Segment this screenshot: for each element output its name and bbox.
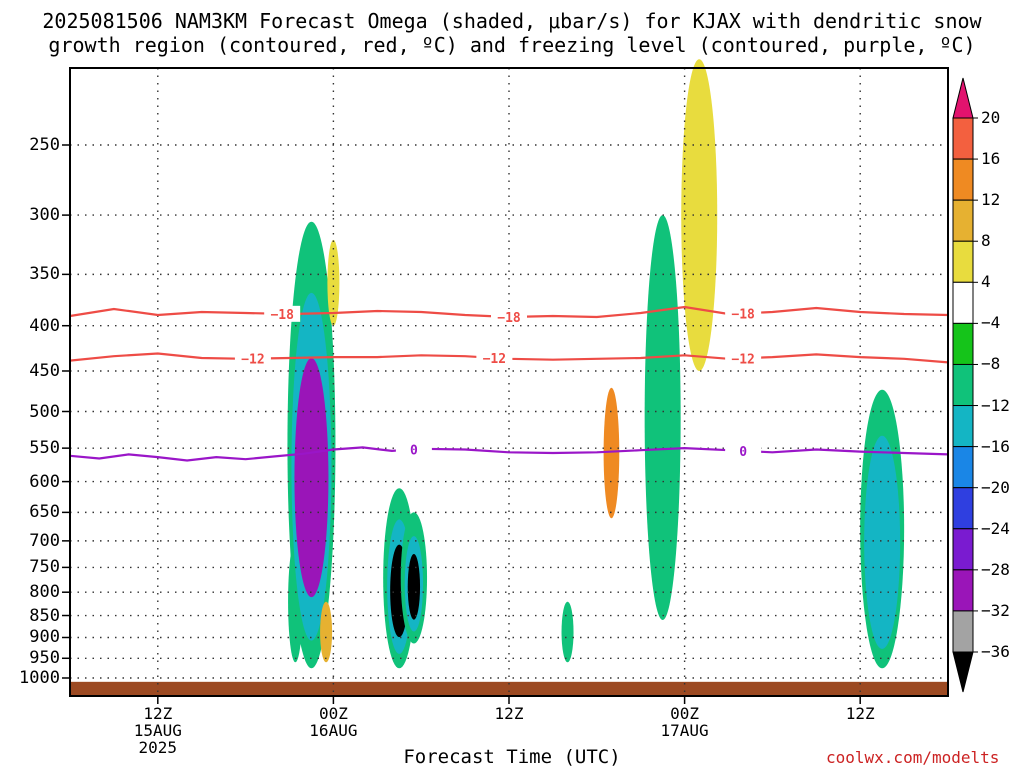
y-tick-label-800: 800 (29, 582, 60, 603)
omega-area-6 (561, 601, 574, 663)
chart-title-line1: 2025081506 NAM3KM Forecast Omega (shaded… (42, 9, 982, 33)
x-tick-label-36: 12Z (494, 704, 524, 723)
contour-label-bg-1-2 (725, 350, 762, 367)
omega-area-5 (407, 554, 421, 620)
x-axis-title: Forecast Time (UTC) (403, 746, 621, 768)
colorbar-label-13: −36 (981, 642, 1010, 661)
plot-area (70, 68, 948, 696)
colorbar-swatch-12 (952, 610, 974, 653)
colorbar-label-9: −20 (981, 477, 1010, 497)
colorbar-label-12: −32 (981, 600, 1010, 620)
x-tick-label-48: 00Z 17AUG (660, 704, 709, 740)
omega-area-9 (681, 59, 718, 371)
contour-label-0-0: −18 (270, 308, 294, 323)
contour-label-bg-1-0 (234, 350, 271, 367)
colorbar-swatch-11 (952, 569, 974, 612)
contour-label-1-0: −12 (241, 353, 264, 368)
y-tick-label-250: 250 (29, 135, 60, 155)
y-tick-label-450: 450 (29, 360, 60, 381)
colorbar-swatch-8 (952, 446, 974, 489)
colorbar-label-8: −16 (981, 436, 1010, 456)
contour-label-2-1: 0 (739, 445, 747, 460)
omega-area-8 (644, 215, 681, 621)
y-tick-label-500: 500 (29, 401, 60, 422)
colorbar-swatch-0 (952, 117, 974, 160)
colorbar-label-7: −12 (981, 395, 1010, 415)
colorbar-swatch-9 (952, 487, 974, 530)
ground-strip (70, 681, 948, 696)
contour-label-0-1: −18 (497, 311, 521, 326)
contour-label-1-1: −12 (483, 352, 506, 367)
colorbar-label-2: 12 (981, 190, 1001, 210)
colorbar-swatch-1 (952, 158, 974, 201)
colorbar-swatch-6 (952, 363, 974, 407)
colorbar-label-6: −8 (981, 354, 1001, 374)
y-tick-label-950: 950 (29, 648, 60, 669)
credit-link[interactable]: coolwx.com/modelts (826, 748, 1000, 767)
omega-area-7 (603, 387, 620, 519)
colorbar-label-0: 20 (981, 108, 1001, 127)
colorbar-label-10: −24 (981, 518, 1010, 538)
y-tick-label-700: 700 (29, 530, 60, 551)
colorbar-label-1: 16 (981, 149, 1001, 169)
omega-area-1 (294, 358, 329, 598)
y-tick-label-750: 750 (29, 557, 60, 578)
y-tick-label-550: 550 (29, 438, 60, 459)
y-tick-label-300: 300 (29, 205, 60, 226)
colorbar-label-3: 8 (981, 231, 991, 251)
chart-title-line2: growth region (contoured, red, ºC) and f… (48, 33, 976, 57)
y-tick-label-350: 350 (29, 264, 60, 285)
contour-label-bg-0-0 (264, 305, 301, 322)
colorbar-label-11: −28 (981, 559, 1010, 579)
colorbar-swatch-5 (952, 322, 974, 365)
omega-area-10 (867, 475, 898, 623)
omega-area-2 (320, 601, 333, 663)
y-tick-label-1000: 1000 (19, 668, 60, 688)
contour-label-bg-1-1 (476, 349, 513, 366)
contour-label-0-2: −18 (731, 307, 755, 322)
x-tick-label-12: 12Z 15AUG 2025 (133, 704, 182, 757)
colorbar-swatch-7 (952, 405, 974, 448)
colorbar-label-5: −4 (981, 313, 1001, 333)
y-tick-label-650: 650 (29, 502, 60, 523)
contour-label-bg-2-0 (395, 441, 432, 458)
colorbar-swatch-3 (952, 240, 974, 283)
contour-label-bg-0-2 (725, 305, 762, 322)
contour-label-2-0: 0 (410, 443, 418, 458)
colorbar-swatch-4 (952, 281, 974, 324)
contour-label-bg-2-1 (725, 442, 762, 459)
colorbar-swatch-2 (952, 199, 974, 242)
y-tick-label-850: 850 (29, 605, 60, 626)
omega-area-3 (327, 239, 340, 326)
y-tick-label-400: 400 (29, 315, 60, 336)
colorbar-swatch-10 (952, 528, 974, 571)
colorbar-label-4: 4 (981, 272, 991, 292)
colorbar-bottom-arrow (952, 651, 974, 693)
contour-label-bg-0-1 (491, 308, 527, 325)
y-tick-label-900: 900 (29, 627, 60, 648)
colorbar-top-arrow (952, 77, 974, 119)
x-tick-label-24: 00Z 16AUG (309, 704, 358, 740)
x-tick-label-60: 12Z (845, 704, 875, 723)
y-tick-label-600: 600 (29, 471, 60, 492)
contour-label-1-2: −12 (731, 352, 754, 367)
